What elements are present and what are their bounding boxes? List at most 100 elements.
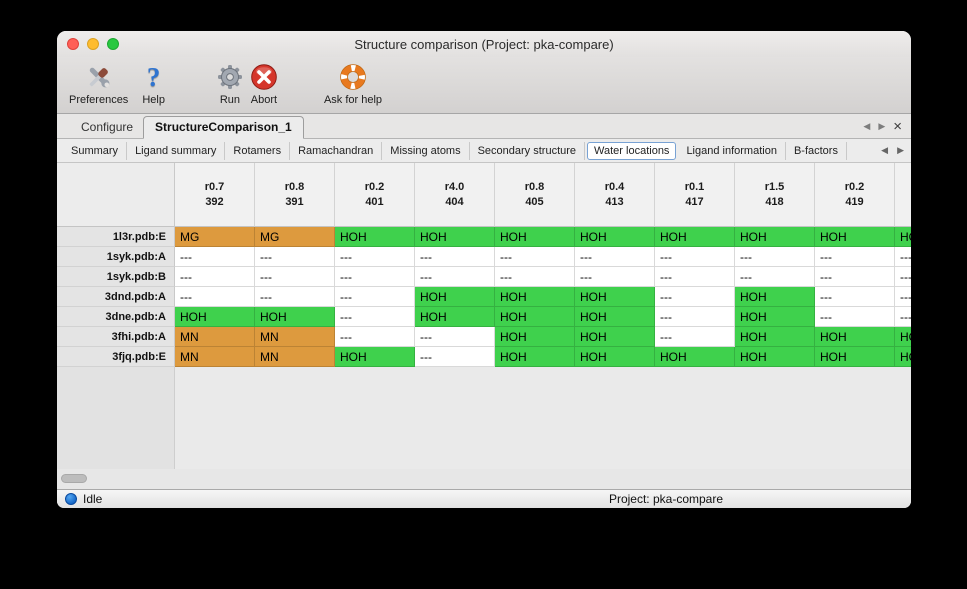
help-button[interactable]: ? Help xyxy=(142,61,165,106)
table-cell[interactable]: HOH xyxy=(575,327,655,347)
ask-for-help-button[interactable]: Ask for help xyxy=(324,61,382,106)
table-cell[interactable]: --- xyxy=(895,287,911,307)
column-header[interactable]: r0.4 413 xyxy=(575,163,655,227)
table-cell[interactable]: HOH xyxy=(815,227,895,247)
table-cell[interactable]: --- xyxy=(335,267,415,287)
table-cell[interactable]: HOH xyxy=(655,347,735,367)
table-cell[interactable]: HOH xyxy=(575,227,655,247)
subtab-forward-icon[interactable]: ▶ xyxy=(897,145,904,155)
table-cell[interactable]: --- xyxy=(815,247,895,267)
table-cell[interactable]: --- xyxy=(255,247,335,267)
preferences-button[interactable]: Preferences xyxy=(69,61,128,106)
column-header[interactable]: r0.8 391 xyxy=(255,163,335,227)
horizontal-scrollbar[interactable] xyxy=(57,469,911,489)
table-cell[interactable]: --- xyxy=(175,267,255,287)
subtab-summary[interactable]: Summary xyxy=(63,141,128,160)
subtab-secondary-structure[interactable]: Secondary structure xyxy=(470,141,586,160)
table-cell[interactable]: HOH xyxy=(575,287,655,307)
table-cell[interactable]: --- xyxy=(335,287,415,307)
table-cell[interactable]: --- xyxy=(255,287,335,307)
column-header[interactable]: r4.0 404 xyxy=(415,163,495,227)
table-cell[interactable]: MN xyxy=(175,347,255,367)
table-cell[interactable]: --- xyxy=(415,327,495,347)
column-header[interactable]: r0.8 405 xyxy=(495,163,575,227)
table-cell[interactable]: HOH xyxy=(735,327,815,347)
row-header[interactable]: 3fjq.pdb:E xyxy=(57,347,175,367)
table-cell[interactable]: HOH xyxy=(575,307,655,327)
table-cell[interactable]: MN xyxy=(175,327,255,347)
close-window-button[interactable] xyxy=(67,38,79,50)
table-cell[interactable]: --- xyxy=(175,287,255,307)
table-cell[interactable]: --- xyxy=(735,267,815,287)
zoom-window-button[interactable] xyxy=(107,38,119,50)
subtab-rotamers[interactable]: Rotamers xyxy=(225,141,291,160)
table-cell[interactable]: HOH xyxy=(895,327,911,347)
table-cell[interactable]: HOH xyxy=(335,227,415,247)
table-cell[interactable]: --- xyxy=(415,247,495,267)
table-cell[interactable]: --- xyxy=(815,287,895,307)
table-cell[interactable]: HOH xyxy=(735,227,815,247)
subtab-ramachandran[interactable]: Ramachandran xyxy=(290,141,383,160)
run-button[interactable]: Run xyxy=(217,61,243,106)
subtab-ligand-information[interactable]: Ligand information xyxy=(678,141,786,160)
subtab-water-locations[interactable]: Water locations xyxy=(587,141,677,160)
table-cell[interactable]: --- xyxy=(895,307,911,327)
table-cell[interactable]: --- xyxy=(575,267,655,287)
table-cell[interactable]: --- xyxy=(735,247,815,267)
table-cell[interactable]: HOH xyxy=(495,307,575,327)
row-header[interactable]: 3fhi.pdb:A xyxy=(57,327,175,347)
table-cell[interactable]: HOH xyxy=(175,307,255,327)
table-cell[interactable]: MN xyxy=(255,347,335,367)
table-cell[interactable]: HOH xyxy=(895,347,911,367)
table-cell[interactable]: --- xyxy=(655,307,735,327)
subtab-missing-atoms[interactable]: Missing atoms xyxy=(382,141,470,160)
table-cell[interactable]: HOH xyxy=(815,347,895,367)
row-header[interactable]: 3dne.pdb:A xyxy=(57,307,175,327)
table-cell[interactable]: HOH xyxy=(255,307,335,327)
tab-structurecomparison-1[interactable]: StructureComparison_1 xyxy=(143,116,304,139)
table-cell[interactable]: HOH xyxy=(495,227,575,247)
column-header[interactable]: r0.2 419 xyxy=(815,163,895,227)
table-cell[interactable]: --- xyxy=(815,267,895,287)
table-cell[interactable]: HOH xyxy=(415,307,495,327)
table-cell[interactable]: MG xyxy=(255,227,335,247)
table-cell[interactable]: MG xyxy=(175,227,255,247)
table-cell[interactable]: HOH xyxy=(575,347,655,367)
table-cell[interactable]: HOH xyxy=(495,287,575,307)
column-header[interactable] xyxy=(895,163,911,227)
table-cell[interactable]: HOH xyxy=(895,227,911,247)
table-cell[interactable]: HOH xyxy=(495,347,575,367)
table-cell[interactable]: HOH xyxy=(735,347,815,367)
tab-configure[interactable]: Configure xyxy=(81,120,134,134)
column-header[interactable]: r0.1 417 xyxy=(655,163,735,227)
abort-button[interactable]: Abort xyxy=(250,61,278,106)
table-cell[interactable]: HOH xyxy=(655,227,735,247)
tab-back-icon[interactable]: ◀ xyxy=(863,120,871,131)
table-cell[interactable]: HOH xyxy=(735,287,815,307)
row-header[interactable]: 1syk.pdb:A xyxy=(57,247,175,267)
table-cell[interactable]: --- xyxy=(655,287,735,307)
table-cell[interactable]: HOH xyxy=(335,347,415,367)
table-cell[interactable]: HOH xyxy=(415,227,495,247)
table-cell[interactable]: --- xyxy=(655,267,735,287)
table-cell[interactable]: HOH xyxy=(815,327,895,347)
table-cell[interactable]: HOH xyxy=(415,287,495,307)
tab-forward-icon[interactable]: ▶ xyxy=(878,120,886,131)
subtab-back-icon[interactable]: ◀ xyxy=(881,145,889,155)
table-cell[interactable]: HOH xyxy=(495,327,575,347)
table-cell[interactable]: --- xyxy=(255,267,335,287)
table-cell[interactable]: --- xyxy=(895,247,911,267)
minimize-window-button[interactable] xyxy=(87,38,99,50)
column-header[interactable]: r0.7 392 xyxy=(175,163,255,227)
column-header[interactable]: r1.5 418 xyxy=(735,163,815,227)
table-cell[interactable]: --- xyxy=(655,247,735,267)
table-cell[interactable]: --- xyxy=(415,267,495,287)
subtab-b-factors[interactable]: B-factors xyxy=(786,141,847,160)
table-cell[interactable]: --- xyxy=(575,247,655,267)
table-cell[interactable]: --- xyxy=(895,267,911,287)
table-cell[interactable]: --- xyxy=(495,247,575,267)
row-header[interactable]: 3dnd.pdb:A xyxy=(57,287,175,307)
table-cell[interactable]: --- xyxy=(335,247,415,267)
row-header[interactable]: 1l3r.pdb:E xyxy=(57,227,175,247)
tab-close-icon[interactable]: × xyxy=(893,117,902,135)
